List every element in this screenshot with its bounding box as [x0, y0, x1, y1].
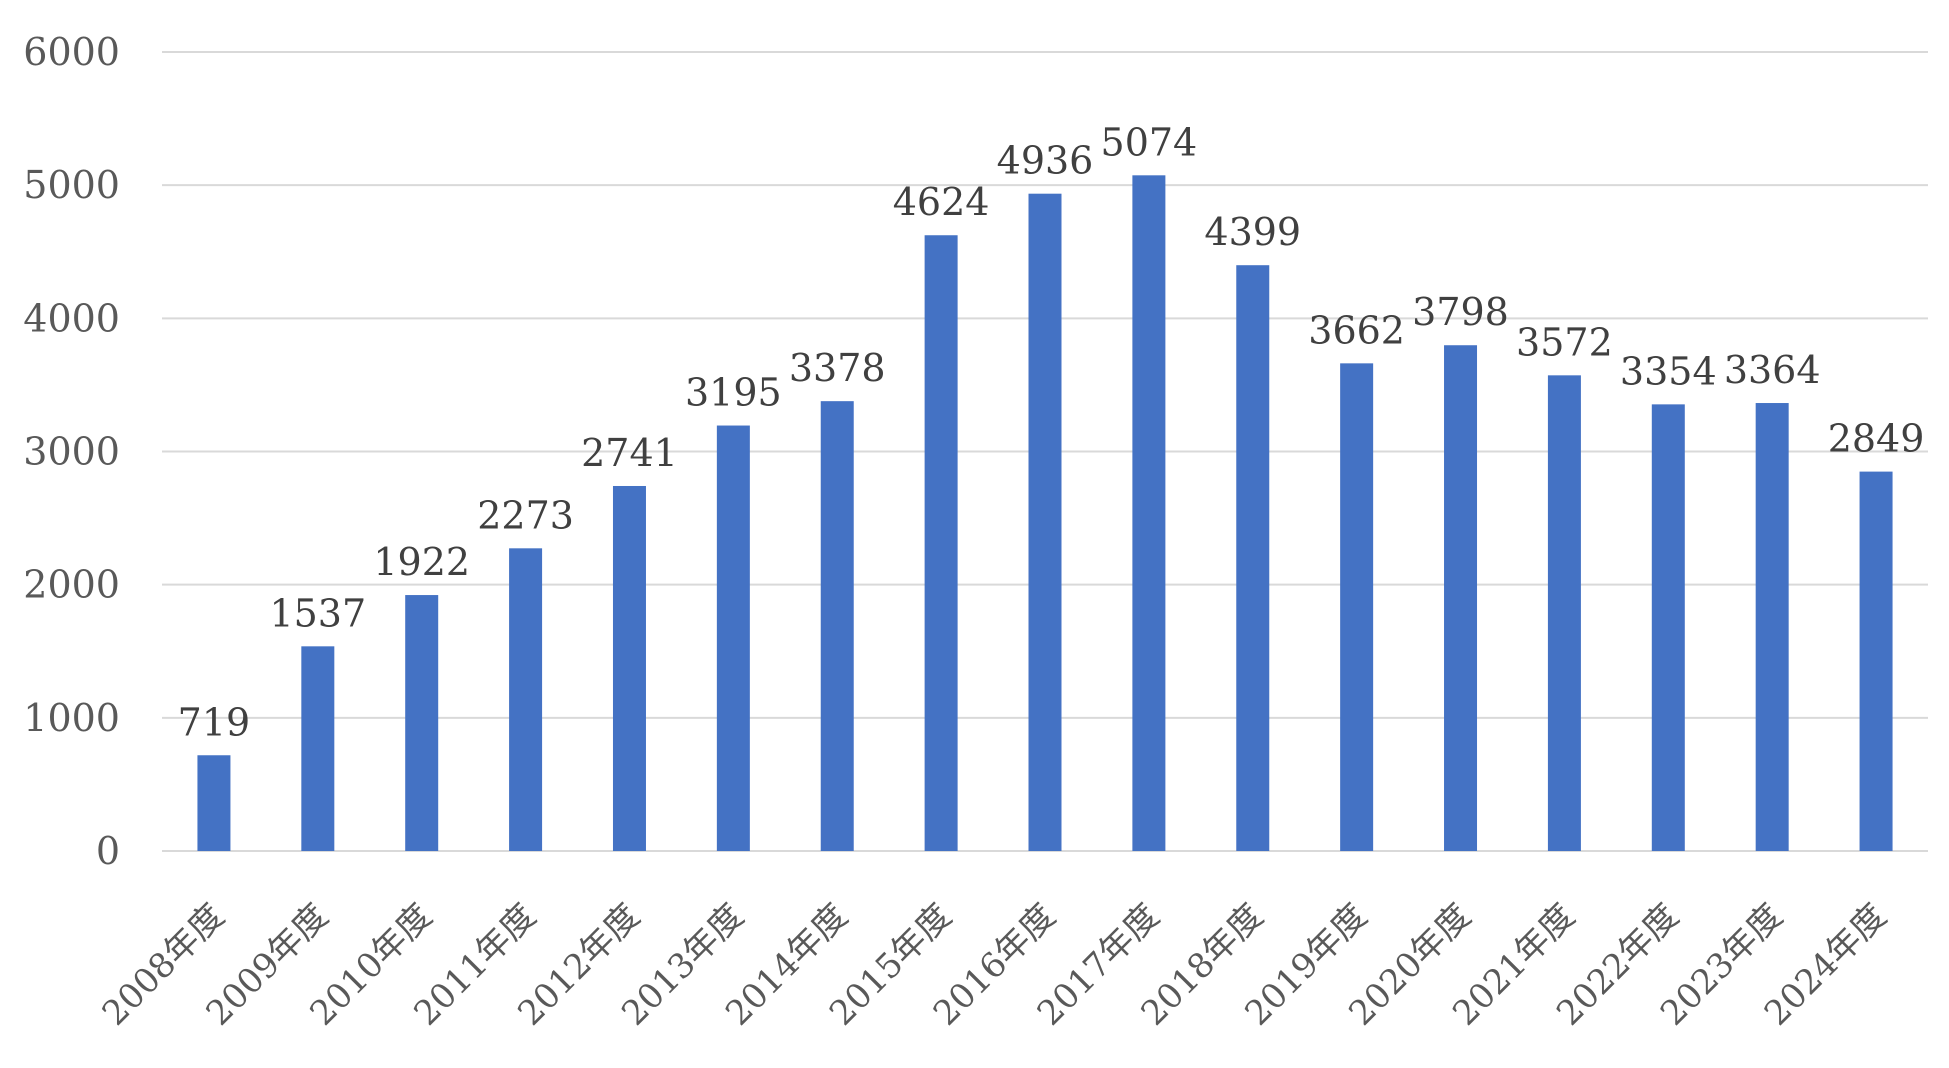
data-label: 3378 [789, 346, 886, 390]
data-label: 3798 [1412, 290, 1509, 334]
y-tick-label: 3000 [23, 430, 120, 474]
bar [820, 401, 854, 851]
bar [1547, 375, 1581, 851]
bar [197, 755, 231, 851]
data-label: 3195 [685, 371, 782, 415]
data-label: 3354 [1620, 349, 1717, 393]
data-label: 2849 [1828, 417, 1925, 461]
bar [1859, 471, 1893, 851]
bar [1444, 345, 1478, 851]
bar [716, 425, 750, 851]
x-axis: 2008年度2009年度2010年度2011年度2012年度2013年度2014… [95, 896, 1895, 1034]
y-tick-label: 6000 [23, 30, 120, 74]
data-label: 2273 [477, 493, 574, 537]
y-tick-label: 2000 [23, 563, 120, 607]
y-axis: 0 1000 2000 3000 4000 5000 6000 [23, 30, 120, 873]
data-label: 4399 [1204, 210, 1301, 254]
bar [1028, 193, 1062, 851]
y-tick-label: 0 [96, 829, 120, 873]
data-label: 5074 [1101, 120, 1198, 164]
y-tick-label: 5000 [23, 163, 120, 207]
bar [1236, 265, 1270, 851]
data-label: 1537 [269, 591, 366, 635]
data-label: 4624 [893, 180, 990, 224]
bar [1132, 175, 1166, 852]
y-tick-label: 1000 [23, 696, 120, 740]
data-label: 719 [178, 700, 251, 744]
y-tick-label: 4000 [23, 296, 120, 340]
bar [301, 646, 335, 851]
bar [612, 485, 646, 851]
bar [509, 548, 543, 851]
bar [405, 595, 439, 851]
data-label: 3364 [1724, 348, 1821, 392]
data-label: 1922 [373, 540, 470, 584]
data-label: 3662 [1308, 308, 1405, 352]
data-label: 3572 [1516, 320, 1613, 364]
data-label: 2741 [581, 431, 678, 475]
bar [1755, 403, 1789, 851]
bar [1340, 363, 1374, 851]
bar [1651, 404, 1685, 851]
bars [197, 175, 1893, 852]
data-label: 4936 [997, 139, 1094, 183]
bar [924, 235, 958, 852]
